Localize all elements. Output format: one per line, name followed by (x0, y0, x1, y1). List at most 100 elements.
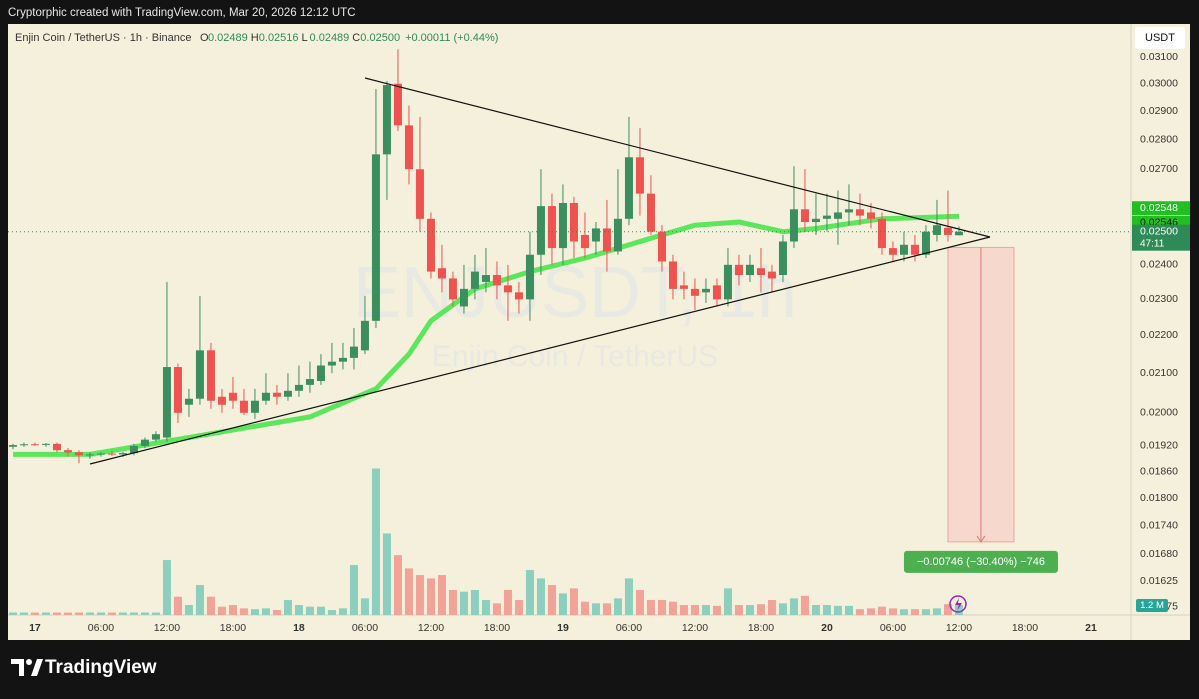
candle-body (943, 227, 952, 235)
volume-bar (162, 560, 171, 615)
volume-bar (547, 585, 556, 615)
volume-bar (206, 596, 215, 615)
header: Cryptorphic created with TradingView.com… (8, 7, 356, 19)
volume-bar (503, 590, 512, 615)
volume-bar (8, 612, 17, 615)
candle-body (338, 357, 347, 362)
volume-bar (437, 575, 446, 615)
volume-bar (228, 605, 237, 615)
volume-bar (921, 609, 930, 615)
legend-key: L (302, 32, 308, 44)
candle-body (767, 271, 776, 279)
y-tick-label: 0.01800 (1140, 492, 1178, 504)
candle-body (470, 271, 479, 289)
volume-bar (41, 612, 50, 615)
x-tick-label: 06:00 (88, 622, 114, 634)
volume-bar (767, 600, 776, 615)
volume-bar (316, 606, 325, 615)
volume-bar (184, 605, 193, 615)
candle-body (646, 193, 655, 232)
volume-bar (30, 612, 39, 615)
legend-key: O (200, 32, 209, 44)
candle-body (140, 439, 149, 446)
x-tick-label: 21 (1085, 622, 1097, 634)
candle-body (822, 215, 831, 219)
candle-body (118, 453, 127, 455)
candle-body (525, 254, 534, 300)
currency: USDT (1145, 32, 1175, 44)
volume-bar (107, 612, 116, 615)
volume-bar (635, 590, 644, 615)
candle-body (162, 367, 171, 438)
candle-body (261, 392, 270, 401)
volume-bar (811, 605, 820, 615)
footer (0, 640, 1199, 694)
candle-body (459, 288, 468, 307)
candle-body (217, 396, 226, 405)
candle-body (932, 225, 941, 235)
logo (11, 659, 43, 676)
legend-key: H (251, 32, 259, 44)
price-label: 0.02500 (1140, 225, 1178, 237)
event-icon (955, 598, 962, 611)
y-tick-label: 0.01740 (1140, 520, 1178, 532)
volume-bar (349, 565, 358, 615)
candle-body (184, 398, 193, 405)
candle-body (679, 285, 688, 289)
volume-bar (844, 605, 853, 615)
x-tick-label: 17 (29, 622, 41, 634)
price-label: 0.02548 (1140, 202, 1178, 214)
candle-body (305, 379, 314, 385)
y-tick-label: 0.03100 (1140, 51, 1178, 63)
y-tick-label: 0.02200 (1140, 329, 1178, 341)
y-tick-label: 0.02800 (1140, 133, 1178, 145)
candle-body (19, 444, 28, 446)
volume-bar (404, 568, 413, 615)
candle-body (668, 261, 677, 289)
candle-body (723, 264, 732, 300)
volume-bar (723, 588, 732, 615)
candle-body (415, 169, 424, 219)
event-icon[interactable] (949, 595, 967, 613)
candle-body (129, 445, 138, 454)
candle-body (591, 228, 600, 242)
watermark: ENJUSDT, 1h (353, 253, 797, 333)
volume-bar (569, 588, 578, 615)
volume-bar (910, 609, 919, 615)
volume-bar (74, 612, 83, 615)
y-tick-label: 0.02300 (1140, 293, 1178, 305)
volume-label: 1.2 M (1140, 600, 1164, 611)
volume-bar (63, 612, 72, 615)
candle-body (492, 275, 501, 286)
candle-body (195, 350, 204, 399)
logo (26, 659, 32, 665)
volume-bar (360, 598, 369, 615)
candle-body (382, 85, 391, 155)
x-tick-label: 18 (293, 622, 305, 634)
candle-body (514, 292, 523, 300)
volume-bar (899, 609, 908, 615)
legend-key: C (352, 32, 360, 44)
volume-bar (459, 591, 468, 615)
volume-bar (52, 612, 61, 615)
candle-body (712, 285, 721, 300)
candle-body (954, 231, 963, 236)
volume-bar (305, 606, 314, 615)
volume-bar (778, 603, 787, 615)
volume-bar (888, 608, 897, 615)
measure-label: −0.00746 (−30.40%) −746 (917, 556, 1045, 568)
volume-bar (734, 605, 743, 615)
volume-bar (261, 608, 270, 615)
candle-body (734, 264, 743, 276)
brand: TradingView (45, 657, 157, 678)
price-label-bg (1132, 224, 1190, 251)
volume-bar (679, 605, 688, 615)
candle-body (921, 231, 930, 255)
candle-body (393, 83, 402, 126)
candle-body (756, 268, 765, 276)
volume-bar (371, 468, 380, 615)
y-tick-label: 0.02700 (1140, 163, 1178, 175)
measure-label-bg (903, 550, 1058, 573)
candle-body (74, 452, 83, 456)
x-tick-label: 18:00 (220, 622, 246, 634)
